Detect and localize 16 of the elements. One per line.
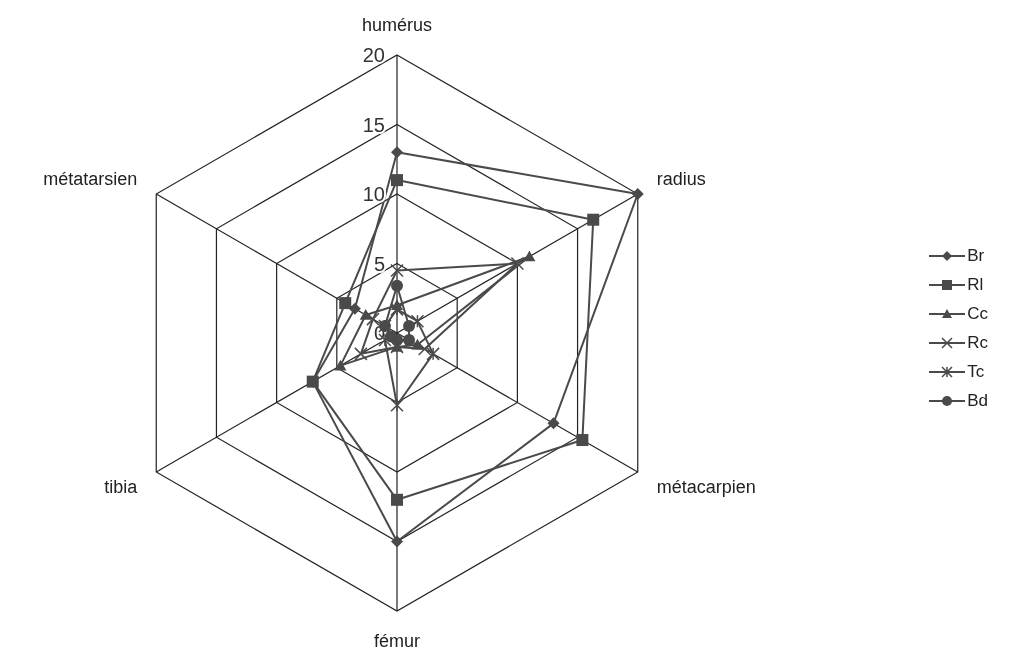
spoke-label: radius <box>656 169 706 189</box>
spoke-label: fémur <box>373 631 421 651</box>
y-tick-label: 15 <box>362 113 385 136</box>
legend-label: Tc <box>967 361 985 382</box>
legend-label: Br <box>967 245 985 266</box>
legend-label: Cc <box>967 303 988 324</box>
spoke-label: métatarsien <box>43 169 138 189</box>
spoke-label: tibia <box>104 477 139 497</box>
legend-label: Rl <box>967 274 984 295</box>
spoke-label: humérus <box>361 15 433 35</box>
y-tick-label: 5 <box>373 252 385 275</box>
y-tick-label: 10 <box>362 183 385 205</box>
legend-label: Rc <box>967 332 988 353</box>
legend-label: Bd <box>967 390 988 411</box>
spoke-label: métacarpien <box>656 477 756 497</box>
y-tick-label: 20 <box>362 44 385 66</box>
